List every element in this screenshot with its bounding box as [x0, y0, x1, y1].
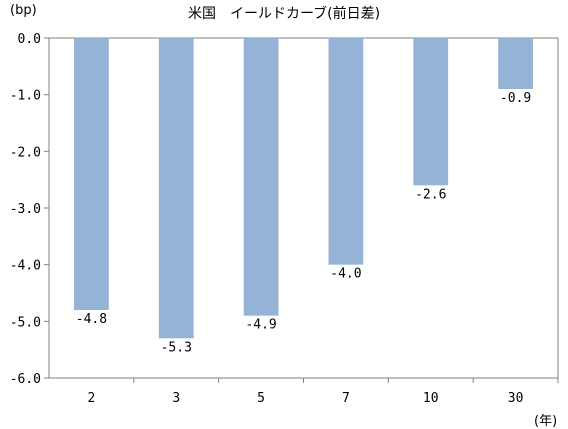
- data-label: -0.9: [500, 91, 531, 106]
- data-label: -4.8: [76, 312, 107, 327]
- y-tick-label: -5.0: [10, 315, 41, 330]
- y-tick-label: -6.0: [10, 372, 41, 387]
- bar: [243, 38, 279, 316]
- bar: [74, 38, 109, 310]
- y-tick-label: -3.0: [10, 202, 41, 217]
- x-tick-label: 30: [508, 391, 524, 406]
- x-tick-label: 10: [423, 391, 439, 406]
- x-tick-label: 5: [257, 391, 265, 406]
- plot-area-frame: [48, 37, 559, 379]
- y-tick-label: -1.0: [10, 89, 41, 104]
- bar: [413, 38, 449, 186]
- x-axis-unit: (年): [534, 414, 558, 429]
- data-label: -4.0: [330, 267, 361, 282]
- data-label: -2.6: [415, 187, 446, 202]
- x-tick-label: 3: [172, 391, 180, 406]
- y-tick-label: -2.0: [10, 145, 41, 160]
- bar: [498, 38, 533, 89]
- y-axis-unit: (bp): [10, 3, 37, 18]
- y-tick-label: 0.0: [18, 32, 41, 47]
- bar: [158, 38, 194, 339]
- bar: [328, 38, 364, 265]
- x-tick-label: 7: [342, 391, 350, 406]
- data-label: -4.9: [245, 318, 276, 333]
- y-tick-label: -4.0: [10, 259, 41, 274]
- chart-title: 米国 イールドカーブ(前日差): [187, 6, 381, 22]
- data-label: -5.3: [161, 340, 192, 355]
- x-tick-label: 2: [88, 391, 96, 406]
